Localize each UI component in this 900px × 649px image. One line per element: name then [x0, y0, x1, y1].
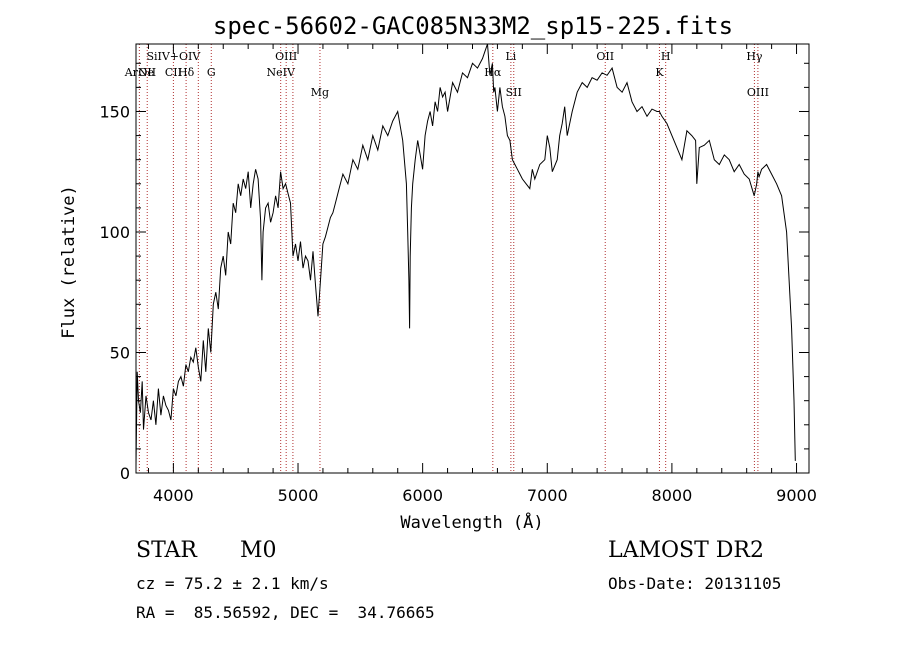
x-tick-label: 4000 [153, 486, 194, 505]
line-label-1-0: OII [138, 66, 156, 79]
y-tick-label: 0 [120, 464, 130, 483]
object-class: STAR [136, 538, 197, 563]
axes: 4000 5000 6000 7000 8000 9000 0 50 100 150 [99, 44, 817, 505]
line-label-0-0: ArNe [124, 66, 154, 79]
x-tick-label: 6000 [402, 486, 443, 505]
x-tick-label: 5000 [278, 486, 319, 505]
redshift-readout: cz = 75.2 ± 2.1 km/s [136, 574, 329, 593]
chart-title: spec-56602-GAC085N33M2_sp15-225.fits [213, 12, 733, 40]
y-axis-label: Flux (relative) [59, 185, 79, 339]
line-label-12-0: SII [506, 86, 522, 99]
x-axis-label: Wavelength (Å) [400, 511, 543, 533]
line-label-14-0: K [655, 66, 664, 79]
line-label-2-1: CII [165, 66, 182, 79]
observation-date: Obs-Date: 20131105 [608, 574, 782, 593]
line-label-7-0: OIII [275, 50, 297, 63]
spectrum-line [135, 43, 796, 466]
object-subclass: M0 [240, 538, 277, 563]
y-tick-label: 100 [99, 223, 130, 242]
line-label-13-0: OII [596, 50, 614, 63]
line-label-6-0: NeIV [266, 66, 295, 79]
x-tick-label: 8000 [652, 486, 693, 505]
plot-frame [135, 43, 810, 474]
line-label-11-0: Li [505, 50, 516, 63]
coordinates-readout: RA = 85.56592, DEC = 34.76665 [136, 603, 435, 622]
y-tick-label: 50 [110, 343, 130, 362]
line-label-3-0: Hδ [178, 66, 195, 79]
line-label-16-0: Hγ [746, 50, 763, 63]
line-label-15-0: H [661, 50, 671, 63]
line-label-17-0: OIII [747, 86, 769, 99]
survey-name: LAMOST DR2 [608, 538, 764, 563]
x-tick-label: 7000 [527, 486, 568, 505]
y-tick-label: 150 [99, 102, 130, 121]
line-label-9-0: Mg [311, 86, 329, 99]
line-label-5-0: G [207, 66, 216, 79]
x-tick-label: 9000 [776, 486, 817, 505]
line-label-2-0: SiIV+OIV [146, 50, 201, 63]
